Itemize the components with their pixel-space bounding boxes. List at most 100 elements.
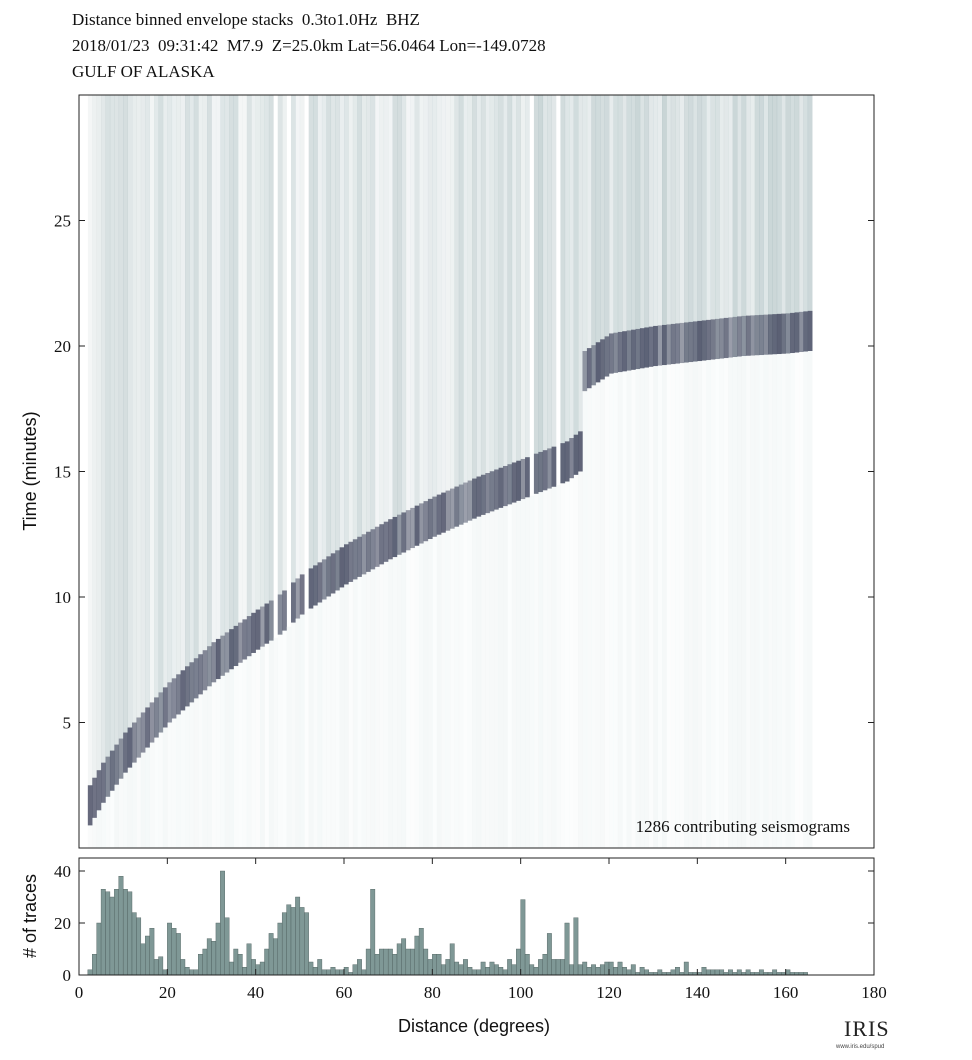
arrival-band (348, 541, 354, 582)
heatmap-column (715, 95, 720, 360)
seismogram-count-annotation: 1286 contributing seismograms (636, 817, 850, 836)
arrival-band (127, 727, 133, 768)
histogram-bar (383, 948, 389, 976)
histogram-bar (542, 954, 548, 976)
histogram-bar (339, 969, 345, 976)
arrival-band (732, 316, 738, 358)
pre-arrival-noise (92, 817, 97, 848)
arrival-band (591, 345, 597, 386)
pre-arrival-noise (215, 679, 221, 848)
heatmap-column (776, 95, 782, 355)
y-tick-label: 0 (63, 966, 72, 985)
heatmap-column (419, 95, 424, 544)
heatmap-column (530, 95, 535, 496)
histogram-bar (286, 904, 292, 976)
pre-arrival-noise (154, 737, 159, 848)
arrival-band (313, 565, 318, 606)
histogram-bar (167, 922, 172, 976)
pre-arrival-noise (648, 366, 654, 848)
histogram-bar (440, 964, 446, 976)
histogram-bar (396, 943, 402, 976)
heatmap-column (472, 95, 477, 519)
histogram-bar (573, 917, 579, 976)
heatmap-column (176, 95, 181, 715)
arrival-band (277, 594, 283, 635)
pre-arrival-noise (388, 559, 393, 848)
histogram-bar (449, 943, 455, 976)
heatmap-column (781, 95, 786, 354)
heatmap-column (476, 95, 482, 517)
histogram-bar (657, 969, 663, 976)
pre-arrival-noise (202, 690, 208, 848)
heatmap-column (803, 95, 809, 352)
heatmap-column (719, 95, 725, 359)
histogram-y-label: # of traces (20, 874, 40, 958)
histogram-bar (153, 959, 159, 976)
heatmap-column (185, 95, 190, 707)
heatmap-column (569, 95, 574, 479)
heatmap-column (754, 95, 760, 356)
arrival-band (202, 650, 208, 691)
heatmap-column (268, 95, 274, 641)
arrival-band (807, 310, 813, 352)
histogram-bar (321, 969, 327, 976)
histogram-bar (485, 967, 490, 976)
heatmap-column (308, 95, 314, 609)
pre-arrival-noise (710, 359, 716, 848)
arrival-band (392, 516, 398, 558)
pre-arrival-noise (715, 359, 720, 848)
heatmap-column (114, 95, 120, 785)
heatmap-column (242, 95, 248, 660)
pre-arrival-noise (741, 356, 747, 848)
arrival-band (105, 756, 111, 797)
pre-arrival-noise (688, 362, 694, 848)
pre-arrival-noise (723, 358, 729, 848)
heatmap-column (763, 95, 769, 355)
pre-arrival-noise (560, 483, 566, 848)
heatmap-column (326, 95, 332, 597)
pre-arrival-noise (750, 355, 756, 848)
arrival-band (507, 464, 513, 505)
histogram-bar (516, 948, 521, 976)
arrival-band (339, 547, 345, 588)
pre-arrival-noise (101, 802, 106, 848)
arrival-band (251, 612, 256, 653)
histogram-bar (370, 889, 376, 976)
pre-arrival-noise (229, 669, 234, 848)
heatmap-column (728, 95, 733, 358)
arrival-band (715, 318, 720, 360)
arrival-band (291, 582, 296, 623)
histogram-bar (502, 969, 508, 976)
histogram-bar (136, 917, 142, 976)
histogram-bar (617, 961, 623, 976)
arrival-band (706, 319, 711, 361)
histogram-bar (564, 922, 570, 976)
heatmap-column (427, 95, 433, 540)
pre-arrival-noise (520, 499, 526, 848)
heatmap-column (688, 95, 694, 363)
pre-arrival-noise (763, 354, 769, 848)
arrival-band (768, 314, 773, 355)
heatmap-column (675, 95, 680, 364)
arrival-band (688, 321, 694, 363)
arrival-band (723, 317, 729, 359)
arrival-band (454, 486, 460, 527)
arrival-band (198, 654, 203, 695)
heatmap-column (609, 95, 614, 374)
iris-logo[interactable]: IRIS www.iris.edu/spud (836, 1016, 900, 1056)
histogram-bar (127, 891, 133, 976)
pre-arrival-noise (339, 587, 345, 848)
pre-arrival-noise (463, 522, 468, 848)
pre-arrival-noise (697, 361, 703, 848)
histogram-bar (683, 961, 689, 976)
arrival-band (136, 717, 142, 758)
arrival-band (419, 503, 424, 544)
heatmap-column (591, 95, 597, 386)
histogram-bar (458, 964, 464, 976)
heatmap-column (666, 95, 672, 365)
histogram-bar (736, 969, 742, 976)
histogram-bar (405, 948, 411, 976)
pre-arrival-noise (754, 355, 760, 848)
histogram-bar (233, 948, 239, 976)
histogram-bar (560, 959, 566, 976)
